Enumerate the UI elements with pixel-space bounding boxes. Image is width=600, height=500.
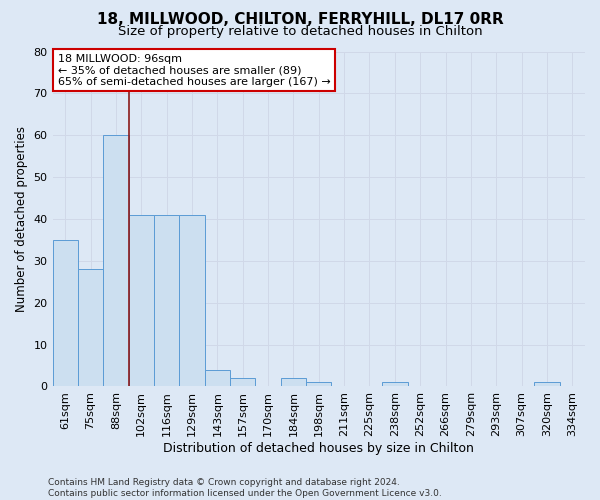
Y-axis label: Number of detached properties: Number of detached properties [15, 126, 28, 312]
Text: Contains HM Land Registry data © Crown copyright and database right 2024.
Contai: Contains HM Land Registry data © Crown c… [48, 478, 442, 498]
Bar [230, 378, 256, 386]
Bar [179, 215, 205, 386]
Text: 18, MILLWOOD, CHILTON, FERRYHILL, DL17 0RR: 18, MILLWOOD, CHILTON, FERRYHILL, DL17 0… [97, 12, 503, 28]
Bar [128, 215, 154, 386]
Text: Size of property relative to detached houses in Chilton: Size of property relative to detached ho… [118, 25, 482, 38]
Bar [382, 382, 407, 386]
Text: 18 MILLWOOD: 96sqm
← 35% of detached houses are smaller (89)
65% of semi-detache: 18 MILLWOOD: 96sqm ← 35% of detached hou… [58, 54, 331, 87]
Bar [306, 382, 331, 386]
Bar [103, 135, 128, 386]
Bar [53, 240, 78, 386]
Bar [281, 378, 306, 386]
X-axis label: Distribution of detached houses by size in Chilton: Distribution of detached houses by size … [163, 442, 474, 455]
Bar [534, 382, 560, 386]
Bar [154, 215, 179, 386]
Bar [78, 269, 103, 386]
Bar [205, 370, 230, 386]
